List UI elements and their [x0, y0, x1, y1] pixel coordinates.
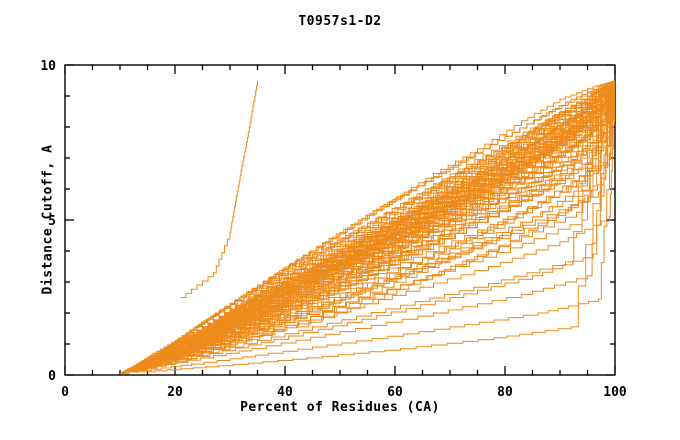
- x-tick-label: 20: [167, 385, 183, 400]
- data-series-line: [131, 80, 615, 373]
- data-series-line: [125, 80, 615, 373]
- data-series-line: [153, 80, 615, 367]
- data-series-line: [120, 80, 615, 374]
- data-series-line: [142, 80, 615, 373]
- data-series-line: [120, 80, 615, 374]
- data-series-line: [147, 80, 615, 368]
- x-tick-label: 40: [277, 385, 293, 400]
- data-series-line: [180, 80, 615, 360]
- data-series-group: [120, 80, 615, 374]
- x-axis-label: Percent of Residues (CA): [240, 400, 440, 415]
- data-series-line: [164, 80, 615, 365]
- data-series-line: [125, 80, 615, 373]
- data-series-line: [125, 80, 615, 373]
- data-series-line: [147, 80, 615, 368]
- y-tick-label: 5: [48, 214, 56, 229]
- x-tick-label: 0: [61, 385, 69, 400]
- data-series-line: [213, 80, 615, 350]
- data-series-line: [164, 80, 615, 364]
- data-series-line: [131, 80, 615, 373]
- data-series-line: [136, 80, 615, 371]
- axis-ticks: [64, 64, 616, 376]
- data-series-line: [120, 80, 615, 374]
- data-series-line: [125, 80, 615, 373]
- axis-tick-labels: 0 20 40 60 80 100 0 5 10: [40, 59, 627, 400]
- page-title: T0957s1-D2: [298, 14, 382, 29]
- y-tick-label: 10: [40, 59, 56, 74]
- x-tick-label: 100: [603, 385, 627, 400]
- y-tick-label: 0: [48, 369, 56, 384]
- x-tick-label: 80: [497, 385, 513, 400]
- x-tick-label: 60: [387, 385, 403, 400]
- data-series-line: [120, 80, 615, 374]
- y-axis-label: Distance Cutoff, A: [40, 144, 56, 295]
- data-series-line: [120, 80, 615, 374]
- data-series-line: [180, 80, 258, 298]
- data-series-line: [131, 80, 615, 373]
- data-series-line: [125, 80, 615, 373]
